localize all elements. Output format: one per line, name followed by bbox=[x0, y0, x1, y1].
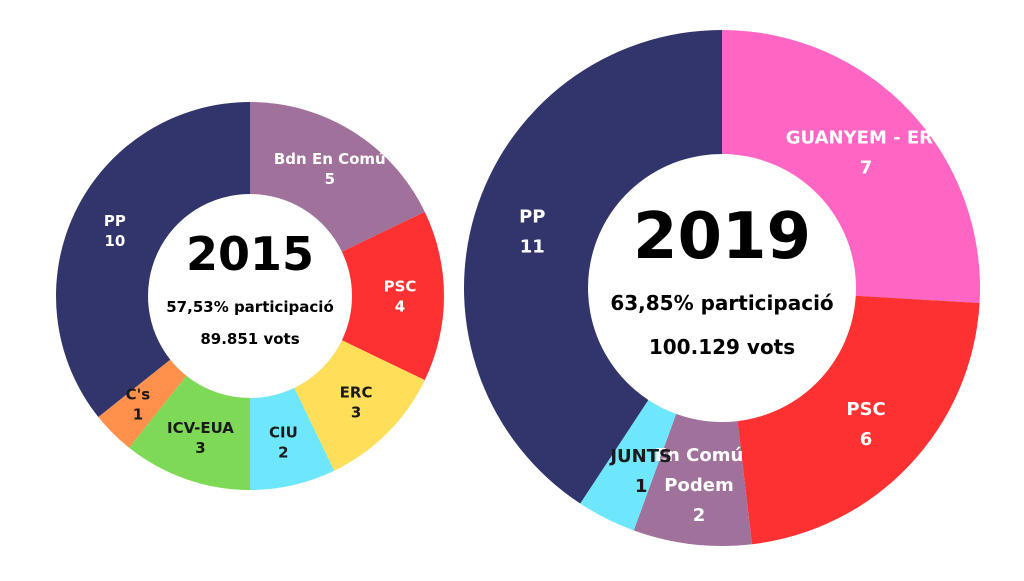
slice-label-pp: PP 10 bbox=[104, 212, 126, 250]
slice-party-name: PSC bbox=[846, 399, 885, 420]
slice-bdn-en-comu bbox=[250, 102, 425, 252]
slice-label-icv-eua: ICV-EUA 3 bbox=[167, 419, 234, 457]
slice-c-s bbox=[98, 359, 187, 448]
slice-label-bdn-en-comu: Bdn En Comú 5 bbox=[274, 150, 386, 188]
slice-seat-count: 3 bbox=[195, 439, 205, 457]
slice-icv-eua bbox=[129, 375, 250, 490]
votes-text: 89.851 vots bbox=[200, 330, 299, 348]
slice-label-c-s: C's 1 bbox=[126, 385, 151, 423]
slice-party-name: ICV-EUA bbox=[167, 419, 234, 437]
donut-chart-2019: GUANYEM - ERC 7 PSC 6 En Comú Podem 2 JUNTS 1 PP 1… bbox=[463, 30, 980, 546]
slice-label-psc: PSC 6 bbox=[846, 399, 885, 450]
slice-party-name: Bdn En Comú bbox=[274, 150, 386, 168]
slice-label-ciu: CIU 2 bbox=[269, 423, 298, 461]
slice-psc bbox=[737, 295, 980, 545]
slice-junts bbox=[580, 399, 677, 531]
slice-erc bbox=[294, 340, 425, 471]
slice-seat-count: 3 bbox=[351, 403, 361, 421]
slice-label-guanyem-erc: GUANYEM - ERC 7 bbox=[786, 127, 946, 178]
participation-text: 57,53% participació bbox=[166, 298, 334, 316]
slice-label-psc: PSC 4 bbox=[384, 277, 417, 315]
slice-guanyem-erc bbox=[722, 30, 980, 304]
slice-label-erc: ERC 3 bbox=[340, 383, 373, 421]
slice-label-en-comu-podem: En Comú Podem 2 bbox=[655, 445, 744, 526]
slice-seat-count: 10 bbox=[104, 232, 125, 250]
slice-en-comu-podem bbox=[633, 413, 752, 546]
slice-party-name: Podem bbox=[664, 475, 733, 496]
slice-label-pp: PP 11 bbox=[519, 207, 545, 258]
slice-seat-count: 1 bbox=[635, 476, 648, 497]
slice-seat-count: 6 bbox=[860, 429, 873, 450]
chart-year-title: 2019 bbox=[633, 200, 811, 274]
slice-label-junts: JUNTS 1 bbox=[608, 446, 672, 497]
slice-party-name: ERC bbox=[340, 383, 373, 401]
slice-pp bbox=[463, 30, 722, 504]
participation-text: 63,85% participació bbox=[610, 291, 833, 315]
slice-ciu bbox=[250, 387, 335, 490]
slice-pp bbox=[56, 101, 251, 417]
slice-party-name: GUANYEM - ERC bbox=[786, 127, 946, 148]
slice-seat-count: 7 bbox=[860, 157, 873, 178]
slice-seat-count: 1 bbox=[133, 405, 143, 423]
slice-seat-count: 5 bbox=[325, 170, 335, 188]
slice-psc bbox=[341, 211, 444, 381]
slice-party-name: C's bbox=[126, 385, 151, 403]
slice-party-name: PP bbox=[104, 212, 126, 230]
donut-chart-2015: Bdn En Comú 5 PSC 4 ERC 3 CIU 2 ICV-EUA 3 C's 1 PP 10… bbox=[56, 101, 444, 490]
slice-party-name: JUNTS bbox=[608, 446, 672, 467]
slice-seat-count: 2 bbox=[693, 505, 706, 526]
votes-text: 100.129 vots bbox=[649, 335, 795, 359]
slice-seat-count: 2 bbox=[278, 443, 288, 461]
slice-party-name: PP bbox=[519, 207, 545, 228]
chart-year-title: 2015 bbox=[186, 227, 314, 281]
slice-party-name: En Comú bbox=[655, 445, 744, 466]
slice-party-name: CIU bbox=[269, 423, 298, 441]
slice-party-name: PSC bbox=[384, 277, 417, 295]
slice-seat-count: 4 bbox=[395, 297, 405, 315]
slice-seat-count: 11 bbox=[520, 237, 545, 258]
